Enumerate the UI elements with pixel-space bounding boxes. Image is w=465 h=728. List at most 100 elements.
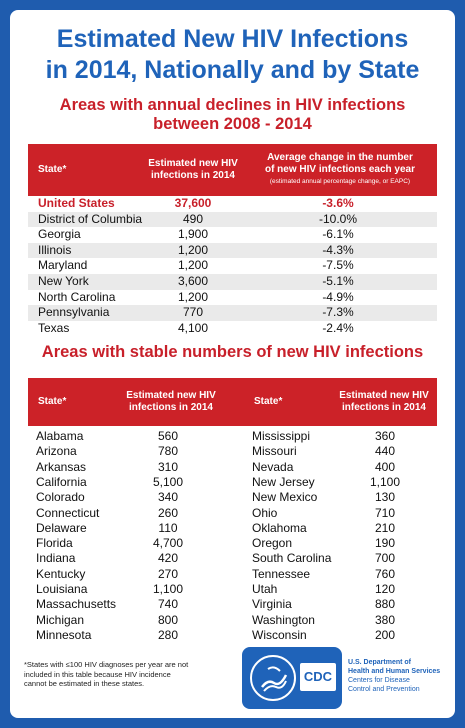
header-state-left: State*: [38, 396, 67, 407]
table-row: Michigan 800 Washington 380: [28, 613, 437, 628]
table-row: Pennsylvania 770 -7.3%: [28, 305, 437, 321]
stable-table-body: Alabama 560 Mississippi 360 Arizona 780 Missou…: [28, 426, 437, 642]
cell-value-right: 380: [374, 612, 396, 627]
cell-state-left: Minnesota: [36, 627, 92, 642]
cell-state-left: Massachusetts: [36, 597, 117, 612]
cell-value-left: 1,100: [152, 582, 184, 596]
table-row: Delaware 110 Oklahoma 210: [28, 521, 437, 536]
cell-state-right: Utah: [252, 582, 278, 596]
cell-value-right: 210: [374, 520, 396, 535]
agency-text: U.S. Department of Health and Human Serv…: [348, 658, 455, 694]
declines-heading-line-1: Areas with annual declines in HIV infect…: [59, 96, 406, 114]
cell-value-left: 340: [157, 490, 179, 505]
header-state-right: State*: [254, 396, 283, 407]
cell-value-left: 310: [157, 459, 179, 474]
cell-state-right: Mississippi: [252, 429, 311, 443]
cell-change: -7.5%: [322, 258, 354, 273]
cell-value-right: 190: [374, 536, 396, 551]
cell-value: 490: [182, 211, 204, 226]
table-row: Indiana 420 South Carolina 700: [28, 551, 437, 566]
table-row: Kentucky 270 Tennessee 760: [28, 567, 437, 582]
cdc-logo: CDC: [300, 663, 336, 691]
header-estimated-line-2: infections in 2014: [151, 170, 235, 181]
table-row: Louisiana 1,100 Utah 120: [28, 582, 437, 597]
cell-change: -4.9%: [322, 289, 354, 304]
cell-value-right: 880: [374, 597, 396, 612]
header-estimated-left: Estimated new HIV infections in 2014: [124, 390, 218, 414]
table-row: Massachusetts 740 Virginia 880: [28, 597, 437, 612]
cell-value-right: 440: [374, 444, 396, 459]
cell-state: Georgia: [38, 227, 81, 242]
cell-state: District of Columbia: [38, 211, 143, 226]
cell-value: 1,200: [177, 242, 209, 257]
cell-state: Texas: [38, 320, 70, 335]
hhs-cdc-logo: CDC: [242, 647, 342, 709]
cell-value: 770: [182, 305, 204, 320]
header-state: State*: [38, 164, 67, 175]
cell-value-right: 400: [374, 459, 396, 474]
cell-value-left: 270: [157, 566, 179, 581]
table-row: North Carolina 1,200 -4.9%: [28, 290, 437, 306]
cell-value: 3,600: [177, 274, 209, 288]
cell-change: -5.1%: [322, 274, 354, 288]
cell-value-right: 200: [374, 627, 396, 642]
cell-state: North Carolina: [38, 289, 116, 304]
cell-state-left: Arkansas: [36, 459, 87, 474]
cell-state-right: Oregon: [252, 536, 293, 551]
cell-value-right: 360: [374, 429, 396, 443]
footnote-line-2: included in this table because HIV incid…: [24, 669, 171, 679]
cell-state: New York: [38, 274, 89, 288]
agency-dept-line-2: Health and Human Services: [348, 668, 441, 675]
header-change-line-1: Average change in the number: [267, 152, 413, 163]
cell-state: Pennsylvania: [38, 305, 110, 320]
cell-value: 1,900: [177, 227, 209, 242]
cell-state-right: Wisconsin: [252, 627, 307, 642]
cell-value-right: 1,100: [369, 474, 401, 489]
cell-value-left: 110: [158, 520, 178, 535]
table-row: Colorado 340 New Mexico 130: [28, 490, 437, 505]
header-estimated-left-line-2: infections in 2014: [129, 402, 213, 413]
table-row: Illinois 1,200 -4.3%: [28, 242, 437, 259]
cell-value-left: 560: [157, 429, 179, 443]
cell-value-left: 780: [157, 444, 179, 459]
agency-dept-line-1: U.S. Department of: [348, 659, 412, 666]
table-row: Arkansas 310 Nevada 400: [28, 460, 437, 475]
cell-state-right: Tennessee: [252, 566, 311, 581]
cell-value-left: 4,700: [152, 536, 184, 551]
declines-heading: Areas with annual declines in HIV infect…: [10, 96, 455, 134]
cell-value: 1,200: [177, 289, 209, 304]
cell-state-left: Kentucky: [36, 566, 86, 581]
cell-state-right: Missouri: [252, 444, 297, 459]
cell-state-left: Alabama: [36, 429, 84, 443]
agency-center-line-2: Control and Prevention: [348, 686, 420, 693]
infographic-card: Estimated New HIV Infections in 2014, Na…: [10, 10, 455, 718]
cell-value-left: 5,100: [152, 474, 184, 489]
cell-state-left: Michigan: [36, 612, 85, 627]
cell-change: -6.1%: [322, 227, 354, 242]
cell-state-right: Oklahoma: [252, 520, 307, 535]
header-change-note: (estimated annual percentage change, or …: [269, 178, 411, 185]
page-title: Estimated New HIV Infections in 2014, Na…: [10, 24, 455, 86]
declines-table-header: State* Estimated new HIV infections in 2…: [28, 144, 437, 196]
cell-change: -7.3%: [322, 305, 354, 320]
title-line-2: in 2014, Nationally and by State: [45, 56, 420, 84]
cell-value-right: 130: [374, 490, 396, 505]
footnote-line-1: *States with ≤100 HIV diagnoses per year…: [24, 660, 189, 669]
header-estimated-line-1: Estimated new HIV: [148, 158, 238, 169]
cell-state: Illinois: [38, 242, 72, 257]
cell-state-left: Connecticut: [36, 505, 100, 520]
cell-state-left: Colorado: [36, 490, 85, 505]
cell-value: 4,100: [177, 320, 209, 335]
table-row: Connecticut 260 Ohio 710: [28, 506, 437, 521]
table-row: Georgia 1,900 -6.1%: [28, 227, 437, 243]
cell-state-right: Ohio: [252, 505, 278, 520]
hhs-seal-icon: [250, 655, 296, 701]
cell-state-left: Florida: [36, 536, 73, 551]
cell-value-right: 120: [374, 582, 396, 596]
cell-state-right: South Carolina: [252, 551, 332, 566]
stable-table-header: State* Estimated new HIV infections in 2…: [28, 378, 437, 426]
header-estimated-right-line-2: infections in 2014: [342, 402, 426, 413]
cell-state: Maryland: [38, 258, 88, 273]
cell-state-left: Arizona: [36, 444, 77, 459]
cell-state-right: New Jersey: [252, 474, 315, 489]
